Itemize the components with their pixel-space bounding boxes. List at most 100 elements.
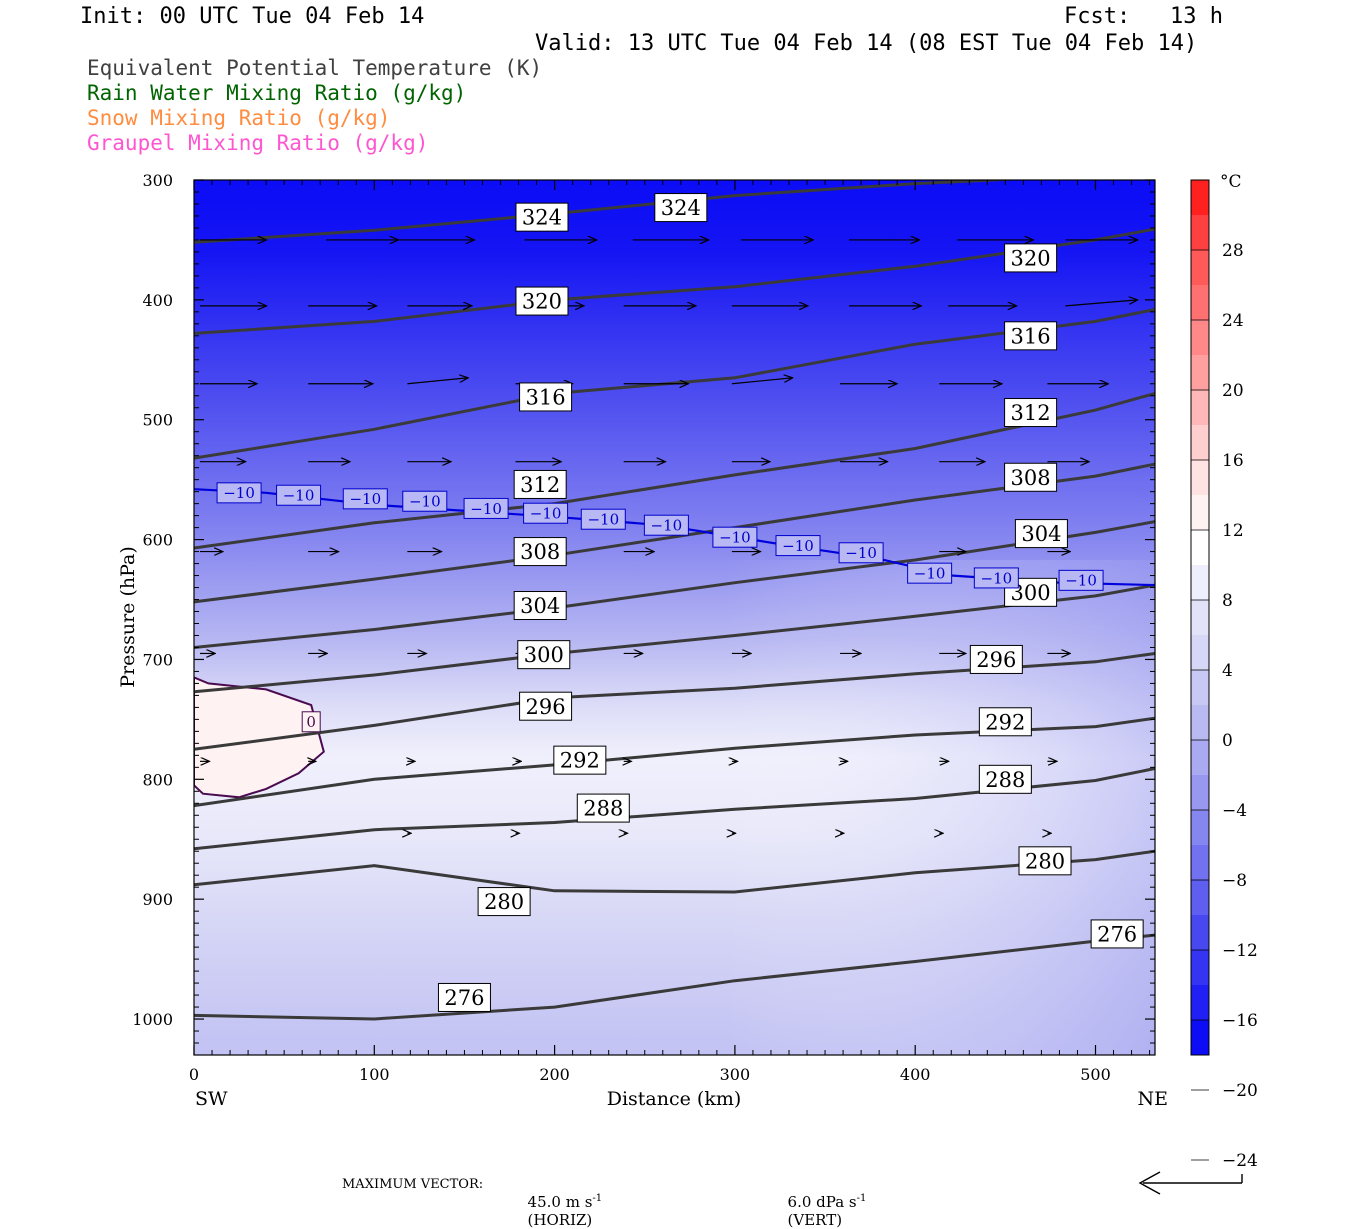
- colorbar-label: 28: [1222, 241, 1244, 261]
- svg-text:−10: −10: [530, 505, 562, 523]
- isotherm-label: −10: [643, 514, 689, 536]
- y-tick-label: 900: [142, 890, 173, 909]
- colorbar-swatch: [1191, 985, 1209, 1021]
- x-tick-label: 0: [189, 1065, 199, 1084]
- theta-e-label: 320: [1004, 243, 1058, 273]
- svg-text:288: 288: [583, 797, 623, 821]
- isotherm-label: −10: [838, 542, 884, 564]
- svg-text:308: 308: [520, 540, 560, 564]
- svg-text:292: 292: [985, 710, 1025, 734]
- y-tick-label: 300: [142, 171, 173, 190]
- colorbar-label: −8: [1222, 871, 1247, 891]
- colorbar-swatch: [1191, 390, 1209, 426]
- colorbar-label: 8: [1222, 591, 1233, 611]
- theta-e-label: 292: [553, 745, 607, 775]
- valid-time: Valid: 13 UTC Tue 04 Feb 14 (08 EST Tue …: [535, 31, 1198, 56]
- legend-rain: Rain Water Mixing Ratio (g/kg): [87, 81, 467, 105]
- theta-e-contour-280: [194, 849, 1155, 894]
- theta-e-contour-288: [194, 767, 1155, 851]
- theta-e-contour-312: [194, 391, 1155, 550]
- theta-e-label: 308: [513, 537, 567, 567]
- svg-text:304: 304: [1021, 522, 1061, 546]
- theta-e-contour-304: [194, 520, 1155, 649]
- colorbar-swatch: [1191, 215, 1209, 251]
- colorbar-swatch: [1191, 670, 1209, 706]
- svg-text:−10: −10: [719, 529, 751, 547]
- isotherm-label: −10: [1058, 569, 1104, 591]
- svg-text:312: 312: [520, 473, 560, 497]
- isotherm-label: −10: [973, 567, 1019, 589]
- x-end-label-sw: SW: [195, 1088, 228, 1110]
- svg-text:316: 316: [1011, 324, 1051, 348]
- x-tick-label: 200: [539, 1065, 570, 1084]
- colorbar-swatch: [1191, 950, 1209, 986]
- theta-e-label: 304: [513, 591, 567, 621]
- legend-theta-e: Equivalent Potential Temperature (K): [87, 56, 543, 80]
- horiz-value: 45.0 m s: [527, 1193, 593, 1211]
- colorbar-unit: °C: [1220, 172, 1242, 192]
- max-vector-horiz: 45.0 m s-1 (HORIZ): [518, 1175, 603, 1229]
- wind-vector: [1065, 300, 1137, 307]
- theta-e-label: 300: [1004, 577, 1058, 607]
- svg-text:292: 292: [560, 749, 600, 773]
- theta-e-contour-292: [194, 716, 1155, 808]
- colorbar-swatch: [1191, 845, 1209, 881]
- theta-e-label: 316: [1004, 321, 1058, 351]
- colorbar-swatch: [1191, 285, 1209, 321]
- svg-text:304: 304: [520, 594, 560, 618]
- theta-e-label: 296: [969, 644, 1023, 674]
- svg-text:−10: −10: [349, 490, 381, 508]
- svg-text:−10: −10: [1065, 572, 1097, 590]
- wind-vector: [407, 378, 468, 385]
- vert-value: 6.0 dPa s: [787, 1193, 857, 1211]
- svg-text:−10: −10: [470, 500, 502, 518]
- isotherm-label: −10: [216, 482, 262, 504]
- svg-text:0: 0: [306, 713, 316, 731]
- svg-text:288: 288: [985, 768, 1025, 792]
- theta-e-label: 312: [513, 469, 567, 499]
- y-tick-label: 1000: [132, 1010, 173, 1029]
- theta-e-label: 324: [654, 193, 708, 223]
- svg-text:300: 300: [524, 643, 564, 667]
- x-tick-label: 300: [720, 1065, 751, 1084]
- colorbar-label: 24: [1222, 311, 1244, 331]
- colorbar-swatch: [1191, 915, 1209, 951]
- theta-e-label: 296: [519, 691, 573, 721]
- svg-text:276: 276: [444, 986, 484, 1010]
- theta-e-contour-316: [194, 308, 1155, 460]
- colorbar-label: 20: [1222, 381, 1244, 401]
- x-tick-label: 400: [900, 1065, 931, 1084]
- colorbar-label: 12: [1222, 521, 1244, 541]
- y-tick-label: 600: [142, 531, 173, 550]
- theta-e-label: 292: [978, 707, 1032, 737]
- svg-text:−10: −10: [914, 565, 946, 583]
- y-tick-label: 400: [142, 291, 173, 310]
- isotherm-label: −10: [342, 488, 388, 510]
- forecast-hour: Fcst: 13 h: [1064, 4, 1223, 29]
- colorbar-label: −20: [1222, 1081, 1258, 1101]
- theta-e-label: 276: [1090, 919, 1144, 949]
- theta-e-label: 312: [1004, 398, 1058, 428]
- x-axis-title: Distance (km): [607, 1088, 742, 1110]
- colorbar-swatch: [1191, 460, 1209, 496]
- zero-contour-label: 0: [301, 711, 321, 733]
- colorbar-swatch: [1191, 250, 1209, 286]
- svg-text:276: 276: [1097, 922, 1137, 946]
- y-tick-label: 700: [142, 650, 173, 669]
- isotherm-label: −10: [580, 508, 626, 530]
- max-vector-arrow-icon: [1138, 1171, 1243, 1195]
- theta-e-contour-300: [194, 583, 1155, 694]
- svg-text:316: 316: [526, 386, 566, 410]
- colorbar-swatch: [1191, 740, 1209, 776]
- svg-text:−10: −10: [283, 487, 315, 505]
- theta-e-label: 288: [978, 764, 1032, 794]
- colorbar-swatch: [1191, 320, 1209, 356]
- theta-e-label: 280: [477, 887, 531, 917]
- x-end-label-ne: NE: [1138, 1088, 1169, 1110]
- theta-e-label: 304: [1014, 519, 1068, 549]
- y-tick-label: 800: [142, 770, 173, 789]
- theta-e-label: 320: [515, 286, 569, 316]
- svg-text:−10: −10: [845, 544, 877, 562]
- colorbar-label: −24: [1222, 1151, 1258, 1171]
- isotherm-label: −10: [775, 535, 821, 557]
